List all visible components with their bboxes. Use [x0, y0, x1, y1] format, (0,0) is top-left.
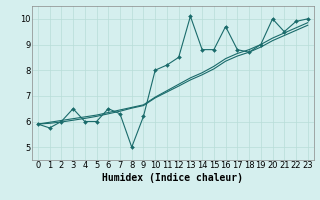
X-axis label: Humidex (Indice chaleur): Humidex (Indice chaleur)	[102, 173, 243, 183]
